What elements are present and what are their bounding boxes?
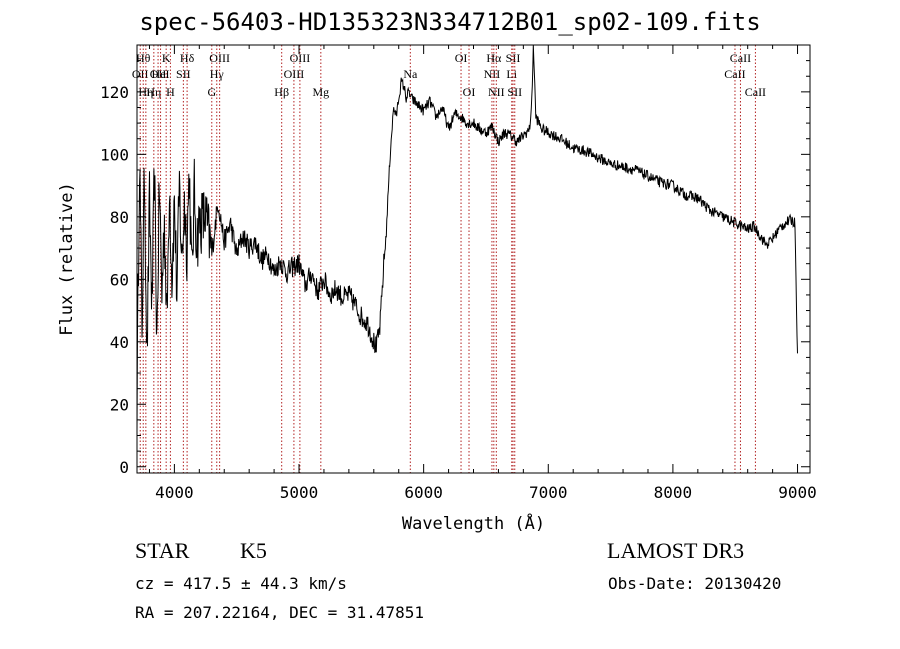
- line-marker-label-6: K: [162, 51, 171, 65]
- line-marker-label-9: Hδ: [180, 51, 195, 65]
- object-subclass: K5: [240, 538, 267, 563]
- y-tick-label-0: 0: [119, 458, 129, 477]
- line-marker-label-7: H: [166, 85, 175, 99]
- line-marker-label-23: Li: [506, 67, 517, 81]
- line-marker-label-8: SII: [176, 67, 191, 81]
- line-marker-label-4: OII: [150, 67, 167, 81]
- line-marker-label-17: Na: [403, 67, 418, 81]
- x-tick-label-5: 9000: [778, 483, 817, 502]
- line-marker-label-24: SII: [506, 51, 521, 65]
- y-tick-label-6: 120: [100, 83, 129, 102]
- line-marker-label-28: CaII: [745, 85, 766, 99]
- y-tick-label-3: 60: [110, 270, 129, 289]
- line-marker-label-1: Hθ: [136, 51, 151, 65]
- y-tick-label-2: 40: [110, 333, 129, 352]
- redshift-readout: cz = 417.5 ± 44.3 km/s: [135, 574, 347, 593]
- spectrum-line: [136, 44, 798, 433]
- line-marker-label-0: OII: [132, 67, 149, 81]
- x-tick-label-3: 7000: [529, 483, 568, 502]
- line-marker-label-20: NII: [484, 67, 501, 81]
- y-tick-label-5: 100: [100, 145, 129, 164]
- y-axis-label: Flux (relative): [57, 182, 77, 336]
- line-marker-label-10: G: [207, 85, 216, 99]
- line-marker-label-25: SII: [507, 85, 522, 99]
- line-marker-label-18: OI: [455, 51, 468, 65]
- line-marker-label-14: OIII: [284, 67, 305, 81]
- line-markers: OIIHθHηHηOIIHeIKHSIIHδGHγOIIIHβOIIIOIIIM…: [132, 45, 766, 473]
- line-marker-label-26: CaII: [724, 67, 745, 81]
- y-tick-label-4: 80: [110, 208, 129, 227]
- object-class: STAR: [135, 538, 190, 563]
- survey-name: LAMOST DR3: [607, 538, 745, 563]
- coordinates-readout: RA = 207.22164, DEC = 31.47851: [135, 603, 424, 622]
- x-tick-label-0: 4000: [155, 483, 194, 502]
- line-marker-label-11: Hγ: [210, 67, 225, 81]
- line-marker-label-15: OIII: [290, 51, 311, 65]
- line-marker-label-5: HeI: [152, 67, 170, 81]
- line-marker-label-16: Mg: [312, 85, 329, 99]
- chart-title: spec-56403-HD135323N334712B01_sp02-109.f…: [139, 8, 761, 36]
- x-axis-label: Wavelength (Å): [402, 512, 545, 534]
- line-marker-label-3: Hη: [146, 85, 161, 99]
- line-marker-label-27: CaII: [730, 51, 751, 65]
- line-marker-label-21: Hα: [486, 51, 502, 65]
- line-marker-label-13: Hβ: [274, 85, 289, 99]
- line-marker-label-19: OI: [463, 85, 476, 99]
- spectrum-series: [136, 44, 798, 433]
- x-tick-label-4: 8000: [654, 483, 693, 502]
- plot-frame: [136, 44, 811, 474]
- x-tick-label-1: 5000: [280, 483, 319, 502]
- x-tick-label-2: 6000: [404, 483, 443, 502]
- plot-axes: 4000 5000 6000 7000 8000 9000 0 20 40 60 80 100 120 W…: [57, 44, 817, 534]
- line-marker-label-22: NII: [488, 85, 505, 99]
- y-tick-label-1: 20: [110, 395, 129, 414]
- observation-date: Obs-Date: 20130420: [608, 574, 782, 593]
- line-marker-label-12: OIII: [209, 51, 230, 65]
